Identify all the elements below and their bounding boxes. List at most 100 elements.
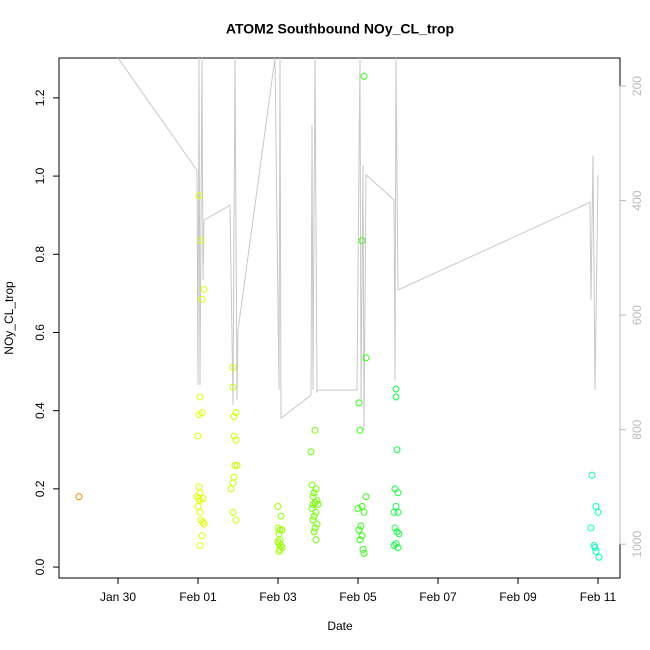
point <box>312 485 320 493</box>
point <box>229 479 237 487</box>
point <box>357 522 365 530</box>
point <box>200 520 208 528</box>
point <box>195 483 203 491</box>
point <box>231 461 239 469</box>
point <box>313 497 321 505</box>
point <box>276 526 284 534</box>
point <box>595 553 603 561</box>
x-axis-label: Date <box>327 619 353 633</box>
point <box>198 532 206 540</box>
y-tick-label: 0.2 <box>33 480 47 497</box>
point <box>356 536 364 544</box>
point <box>232 516 240 524</box>
point <box>591 544 599 552</box>
point <box>229 508 237 516</box>
chart-title: ATOM2 Southbound NOy_CL_trop <box>226 21 454 37</box>
point <box>594 508 602 516</box>
point <box>195 192 203 200</box>
point <box>194 432 202 440</box>
point <box>390 508 398 516</box>
point <box>196 542 204 550</box>
pressure-line <box>117 58 599 431</box>
x-tick-label: Feb 11 <box>580 590 617 604</box>
point <box>196 393 204 401</box>
point <box>358 532 366 540</box>
y-tick-label: 1.0 <box>33 167 47 184</box>
point <box>229 383 237 391</box>
point <box>311 524 319 532</box>
point <box>392 393 400 401</box>
point <box>229 364 237 372</box>
point <box>592 502 600 510</box>
point <box>394 508 402 516</box>
y-axis-label: NOy_CL_trop <box>2 281 16 355</box>
x-tick-label: Jan 30 <box>100 590 136 604</box>
point <box>311 426 319 434</box>
x-tick-label: Feb 03 <box>259 590 297 604</box>
point <box>194 502 202 510</box>
point <box>230 413 238 421</box>
point <box>200 285 208 293</box>
point <box>395 530 403 538</box>
y2-tick-label: 800 <box>630 419 644 439</box>
point <box>355 526 363 534</box>
y-tick-label: 0.4 <box>33 402 47 419</box>
point <box>355 399 363 407</box>
point <box>313 520 321 528</box>
point <box>360 508 368 516</box>
point <box>308 504 316 512</box>
point <box>312 536 320 544</box>
x-tick-label: Feb 01 <box>179 590 217 604</box>
point <box>310 528 318 536</box>
point <box>230 432 238 440</box>
point <box>360 72 368 80</box>
y-tick-label: 0.6 <box>33 324 47 341</box>
y-tick-label: 0.8 <box>33 246 47 263</box>
point <box>309 500 317 508</box>
point <box>308 481 316 489</box>
point <box>588 471 596 479</box>
y2-tick-label: 400 <box>630 190 644 210</box>
x-tick-label: Feb 07 <box>419 590 457 604</box>
point <box>307 448 315 456</box>
point <box>393 528 401 536</box>
point <box>195 411 203 419</box>
point <box>227 485 235 493</box>
point <box>391 485 399 493</box>
y2-tick-label: 600 <box>630 305 644 325</box>
point <box>232 409 240 417</box>
point <box>309 516 317 524</box>
point <box>274 502 282 510</box>
point <box>75 493 83 501</box>
point <box>592 547 600 555</box>
point <box>312 508 320 516</box>
y-tick-label: 1.2 <box>33 89 47 106</box>
x-tick-label: Feb 09 <box>499 590 537 604</box>
point <box>277 512 285 520</box>
point <box>359 545 367 553</box>
point <box>233 461 241 469</box>
plot-area <box>117 58 599 431</box>
point <box>587 524 595 532</box>
point <box>360 549 368 557</box>
point <box>275 530 283 538</box>
point <box>362 354 370 362</box>
point <box>354 504 362 512</box>
point <box>391 524 399 532</box>
point <box>198 295 206 303</box>
point <box>392 385 400 393</box>
point <box>196 508 204 516</box>
point <box>310 489 318 497</box>
point <box>392 540 400 548</box>
point <box>310 512 318 520</box>
point <box>230 473 238 481</box>
point <box>275 547 283 555</box>
point <box>390 542 398 550</box>
point <box>358 237 366 245</box>
point <box>356 426 364 434</box>
point <box>197 237 205 245</box>
point <box>362 493 370 501</box>
point <box>394 544 402 552</box>
y2-tick-label: 1000 <box>630 531 644 558</box>
